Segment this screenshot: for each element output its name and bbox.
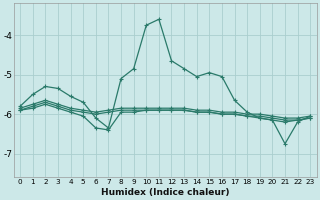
X-axis label: Humidex (Indice chaleur): Humidex (Indice chaleur) <box>101 188 229 197</box>
